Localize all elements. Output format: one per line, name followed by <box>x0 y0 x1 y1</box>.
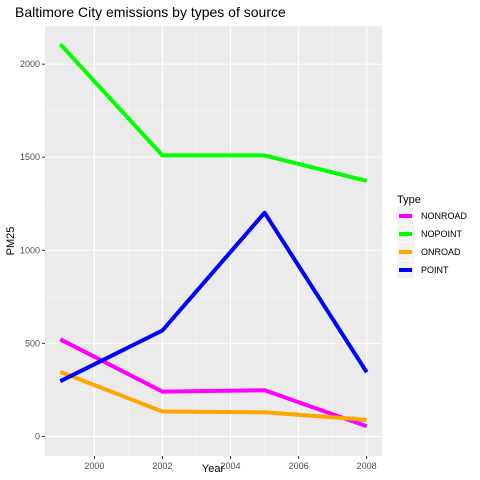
x-tick-label: 2006 <box>289 461 309 471</box>
y-tick-label: 2000 <box>20 59 40 69</box>
x-axis: 2000 2002 2004 2006 2008 <box>84 456 377 471</box>
legend-label: ONROAD <box>421 247 461 257</box>
legend-label: POINT <box>421 265 449 275</box>
x-tick-label: 2000 <box>84 461 104 471</box>
y-tick-label: 1500 <box>20 152 40 162</box>
series-line-nonroad <box>59 337 368 429</box>
x-tick-label: 2002 <box>152 461 172 471</box>
minor-gridlines <box>45 26 382 456</box>
y-tick-label: 500 <box>25 338 40 348</box>
legend: NONROAD NOPOINT ONROAD POINT <box>397 207 468 278</box>
x-axis-title: Year <box>202 463 225 475</box>
plot-panel <box>45 26 382 456</box>
chart-title: Baltimore City emissions by types of sou… <box>15 4 286 20</box>
legend-label: NONROAD <box>421 211 468 221</box>
y-tick-label: 0 <box>35 431 40 441</box>
series-lines <box>58 42 369 429</box>
series-line-onroad <box>59 370 367 422</box>
legend-label: NOPOINT <box>421 229 463 239</box>
series-line-nopoint <box>58 42 368 183</box>
x-tick-label: 2004 <box>221 461 241 471</box>
y-tick-label: 1000 <box>20 245 40 255</box>
y-axis-title: PM25 <box>5 227 17 256</box>
major-gridlines <box>45 26 382 456</box>
x-tick-label: 2008 <box>357 461 377 471</box>
y-axis: 0 500 1000 1500 2000 <box>20 59 45 441</box>
series-line-point <box>59 210 369 383</box>
legend-title: Type <box>397 194 421 206</box>
